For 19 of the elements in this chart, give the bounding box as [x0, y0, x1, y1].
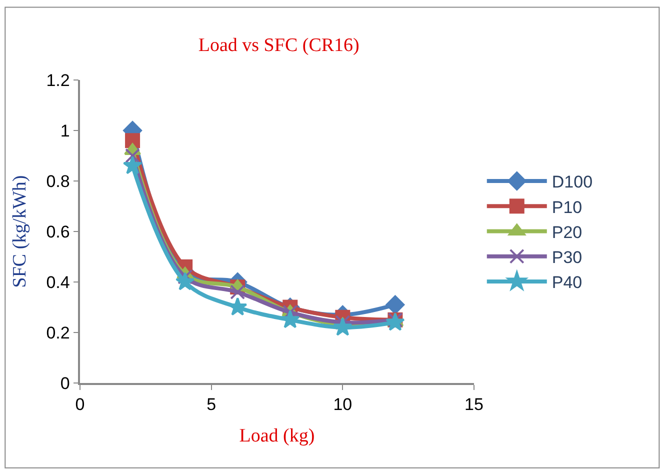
legend-label: P30	[552, 248, 582, 267]
x-tick-label: 5	[206, 395, 216, 414]
y-tick-label: 0.8	[46, 172, 70, 191]
x-tick-label: 15	[464, 395, 484, 414]
legend-label: P20	[552, 222, 582, 242]
legend-label: P10	[552, 198, 582, 217]
x-axis-title: Load (kg)	[239, 425, 315, 446]
y-tick-label: 0.2	[46, 323, 70, 342]
x-tick-label: 0	[75, 395, 85, 414]
y-tick-label: 0.4	[46, 272, 70, 292]
y-tick-label: 0	[60, 374, 70, 393]
legend-label: P40	[552, 273, 582, 292]
x-tick-label: 10	[333, 395, 352, 414]
y-tick-label: 1	[60, 121, 70, 140]
y-axis-title: SFC (kg/kWh)	[10, 175, 31, 288]
y-tick-label: 0.6	[46, 222, 70, 242]
y-tick-label: 1.2	[46, 70, 70, 90]
chart-title: Load vs SFC (CR16)	[198, 35, 360, 56]
legend-label: D100	[552, 172, 593, 192]
